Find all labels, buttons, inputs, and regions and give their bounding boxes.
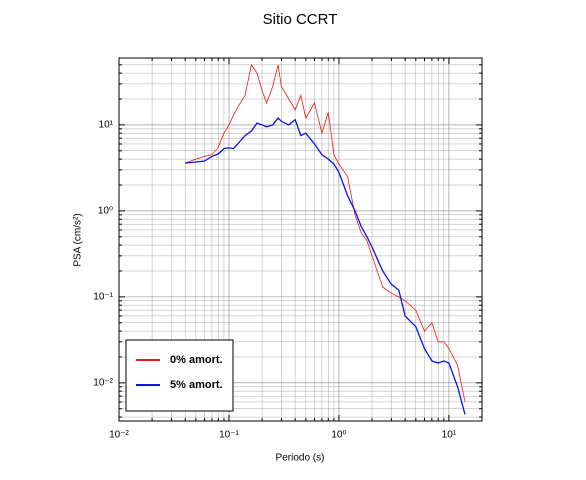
chart-title: Sitio CCRT <box>263 11 338 28</box>
y-tick-label: 10⁻² <box>93 377 113 388</box>
legend-label: 5% amort. <box>170 379 223 391</box>
y-tick-label: 10⁻¹ <box>93 292 113 303</box>
series-line <box>185 63 466 402</box>
legend-box <box>125 339 234 412</box>
y-axis-label: PSA (cm/s²) <box>73 213 84 266</box>
x-axis-label: Periodo (s) <box>276 453 325 464</box>
plot-frame <box>118 57 483 422</box>
y-tick-label: 10⁰ <box>98 206 113 217</box>
x-tick-label: 10⁰ <box>331 430 346 441</box>
x-tick-label: 10⁻² <box>109 430 129 441</box>
x-tick-label: 10¹ <box>442 430 457 441</box>
legend-label: 0% amort. <box>170 354 223 366</box>
series-line <box>185 117 466 415</box>
y-tick-label: 10¹ <box>99 120 114 131</box>
x-tick-label: 10⁻¹ <box>219 430 239 441</box>
